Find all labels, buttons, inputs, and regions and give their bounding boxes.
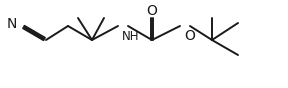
Text: O: O (184, 29, 195, 43)
Text: O: O (147, 4, 158, 18)
Text: NH: NH (122, 30, 139, 43)
Text: N: N (7, 17, 17, 31)
